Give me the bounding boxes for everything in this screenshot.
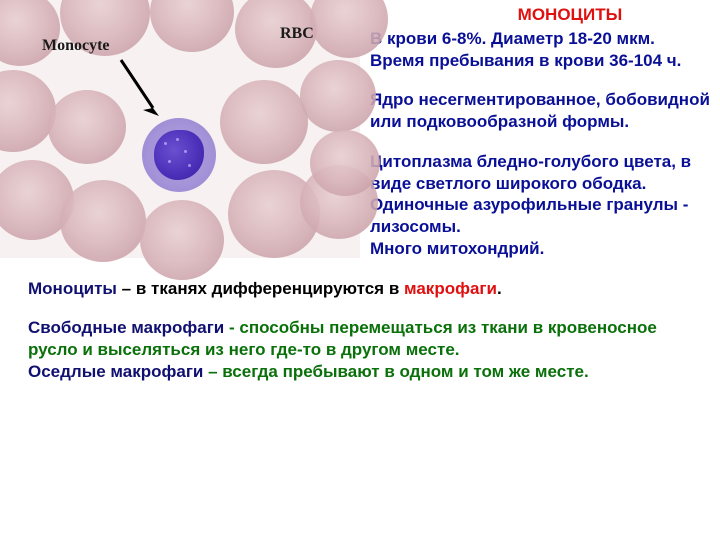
- l3a: Оседлые макрофаги: [28, 362, 203, 381]
- p3-line5: Много митохондрий.: [370, 238, 710, 260]
- l2a: Свободные макрофаги: [28, 318, 229, 337]
- bottom-text: Моноциты – в тканях дифференцируются в м…: [0, 260, 720, 383]
- l1d: .: [497, 279, 502, 298]
- p1-line2: Время пребывания в крови 36-104 ч.: [370, 50, 710, 72]
- p3-line3: Одиночные азурофильные гранулы -: [370, 194, 710, 216]
- p2-line1: Ядро несегментированное, бобовидной: [370, 89, 710, 111]
- p3-line1: Цитоплазма бледно-голубого цвета, в: [370, 151, 710, 173]
- p1-line1: В крови 6-8%. Диаметр 18-20 мкм.: [370, 28, 710, 50]
- description-column: МОНОЦИТЫ В крови 6-8%. Диаметр 18-20 мкм…: [360, 0, 714, 260]
- para-3: Цитоплазма бледно-голубого цвета, в виде…: [370, 151, 710, 260]
- title: МОНОЦИТЫ: [370, 4, 710, 26]
- l1a: Моноциты: [28, 279, 117, 298]
- l1c: макрофаги: [404, 279, 497, 298]
- para-1: В крови 6-8%. Диаметр 18-20 мкм. Время п…: [370, 28, 710, 72]
- bottom-line-1: Моноциты – в тканях дифференцируются в м…: [28, 278, 692, 300]
- top-row: Monocyte RBC МОНОЦИТЫ В крови 6-8%. Диам…: [0, 0, 720, 260]
- monocyte-cell: [142, 118, 216, 192]
- arrow-icon: [115, 56, 165, 120]
- rbc-label: RBC: [280, 24, 314, 44]
- p3-line2: виде светлого широкого ободка.: [370, 173, 710, 195]
- l3b: – всегда пребывают в одном и том же мест…: [203, 362, 588, 381]
- bottom-line-2: Свободные макрофаги - способны перемещат…: [28, 317, 692, 361]
- l1b: – в тканях дифференцируются в: [117, 279, 404, 298]
- p2-line2: или подковообразной формы.: [370, 111, 710, 133]
- bottom-line-3: Оседлые макрофаги – всегда пребывают в о…: [28, 361, 692, 383]
- monocyte-nucleus: [154, 130, 204, 180]
- micrograph-image: Monocyte RBC: [0, 0, 360, 258]
- monocyte-label: Monocyte: [42, 36, 110, 56]
- p3-line4: лизосомы.: [370, 216, 710, 238]
- para-2: Ядро несегментированное, бобовидной или …: [370, 89, 710, 133]
